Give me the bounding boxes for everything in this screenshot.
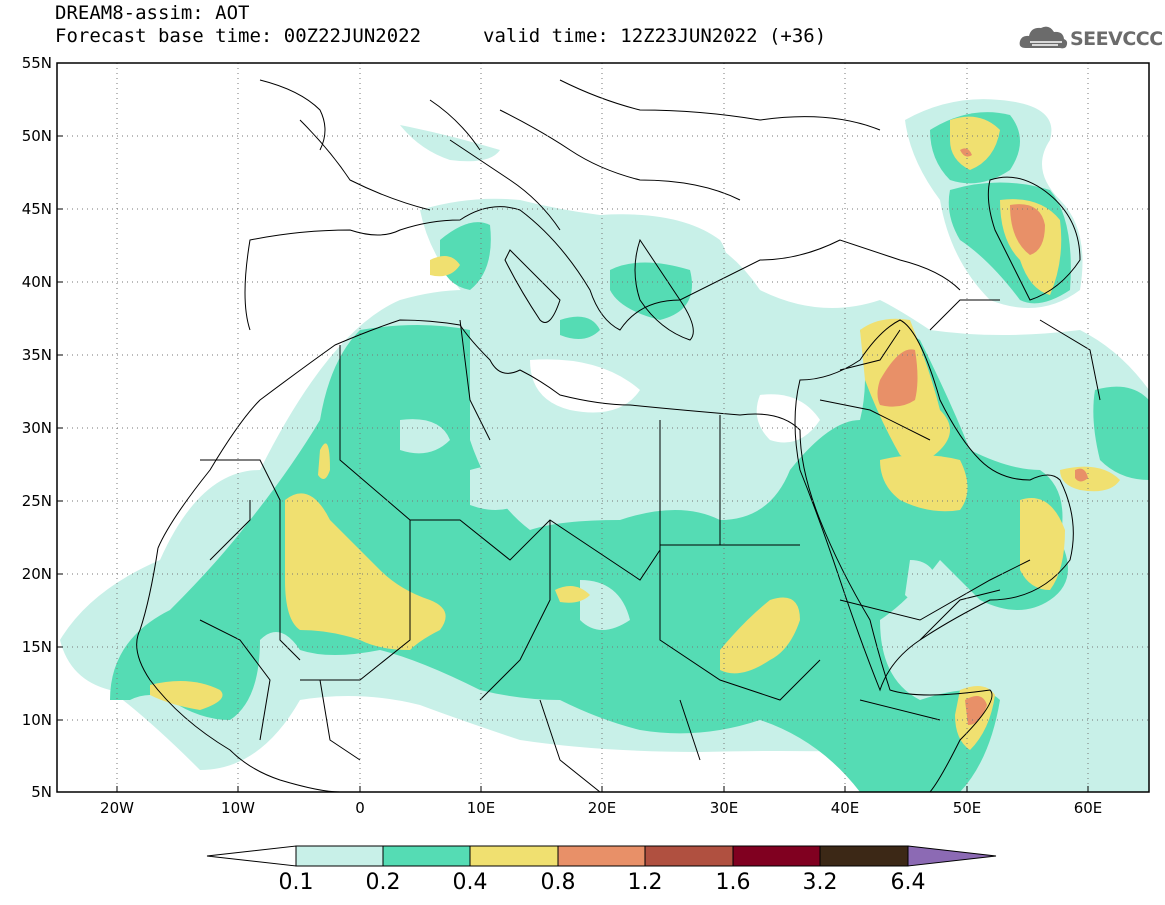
valid-time: valid time: 12Z23JUN2022 (+36) (483, 25, 827, 47)
lat-label: 50N (21, 127, 52, 145)
lat-label: 10N (21, 711, 52, 729)
lon-label: 10W (221, 799, 255, 817)
colorbar-label: 3.2 (802, 870, 838, 895)
colorbar-high-arrow (907, 845, 997, 867)
colorbar-bin (469, 845, 559, 867)
colorbar (206, 845, 997, 867)
colorbar-label: 0.4 (452, 870, 488, 895)
lon-label: 10E (466, 799, 496, 817)
colorbar-label: 0.1 (278, 870, 314, 895)
colorbar-bin (382, 845, 471, 867)
lat-label: 40N (21, 273, 52, 291)
colorbar-label: 6.4 (890, 870, 926, 895)
lon-label: 30E (709, 799, 739, 817)
lon-label: 0 (355, 799, 365, 817)
seevccc-logo: SEEVCCC (1018, 22, 1163, 56)
lon-label: 40E (830, 799, 860, 817)
forecast-base-time: Forecast base time: 00Z22JUN2022 (55, 25, 422, 47)
lon-label: 50E (952, 799, 982, 817)
gridlines (57, 63, 1149, 792)
lat-label: 35N (21, 346, 52, 364)
colorbar-low-arrow (206, 845, 297, 867)
colorbar-label: 1.6 (715, 870, 751, 895)
colorbar-label: 0.8 (540, 870, 576, 895)
colorbar-bin (732, 845, 821, 867)
lon-label: 20W (100, 799, 134, 817)
lat-label: 5N (31, 783, 52, 801)
colorbar-label: 1.2 (627, 870, 663, 895)
lat-label: 20N (21, 565, 52, 583)
axis-ticks (57, 62, 1089, 792)
lat-label: 30N (21, 419, 52, 437)
lat-label: 15N (21, 638, 52, 656)
colorbar-bin (644, 845, 734, 867)
lat-label: 25N (21, 492, 52, 510)
colorbar-bin (295, 845, 384, 867)
cloud-logo-icon (1019, 26, 1068, 49)
logo-text: SEEVCCC (1070, 28, 1163, 50)
colorbar-bin (557, 845, 646, 867)
lat-label: 55N (21, 54, 52, 72)
colorbar-bin (819, 845, 909, 867)
lon-label: 20E (587, 799, 617, 817)
lon-label: 60E (1073, 799, 1103, 817)
map-title: DREAM8-assim: AOT (55, 2, 250, 24)
lat-label: 45N (21, 200, 52, 218)
colorbar-label: 0.2 (365, 870, 401, 895)
coastlines (136, 79, 1101, 792)
